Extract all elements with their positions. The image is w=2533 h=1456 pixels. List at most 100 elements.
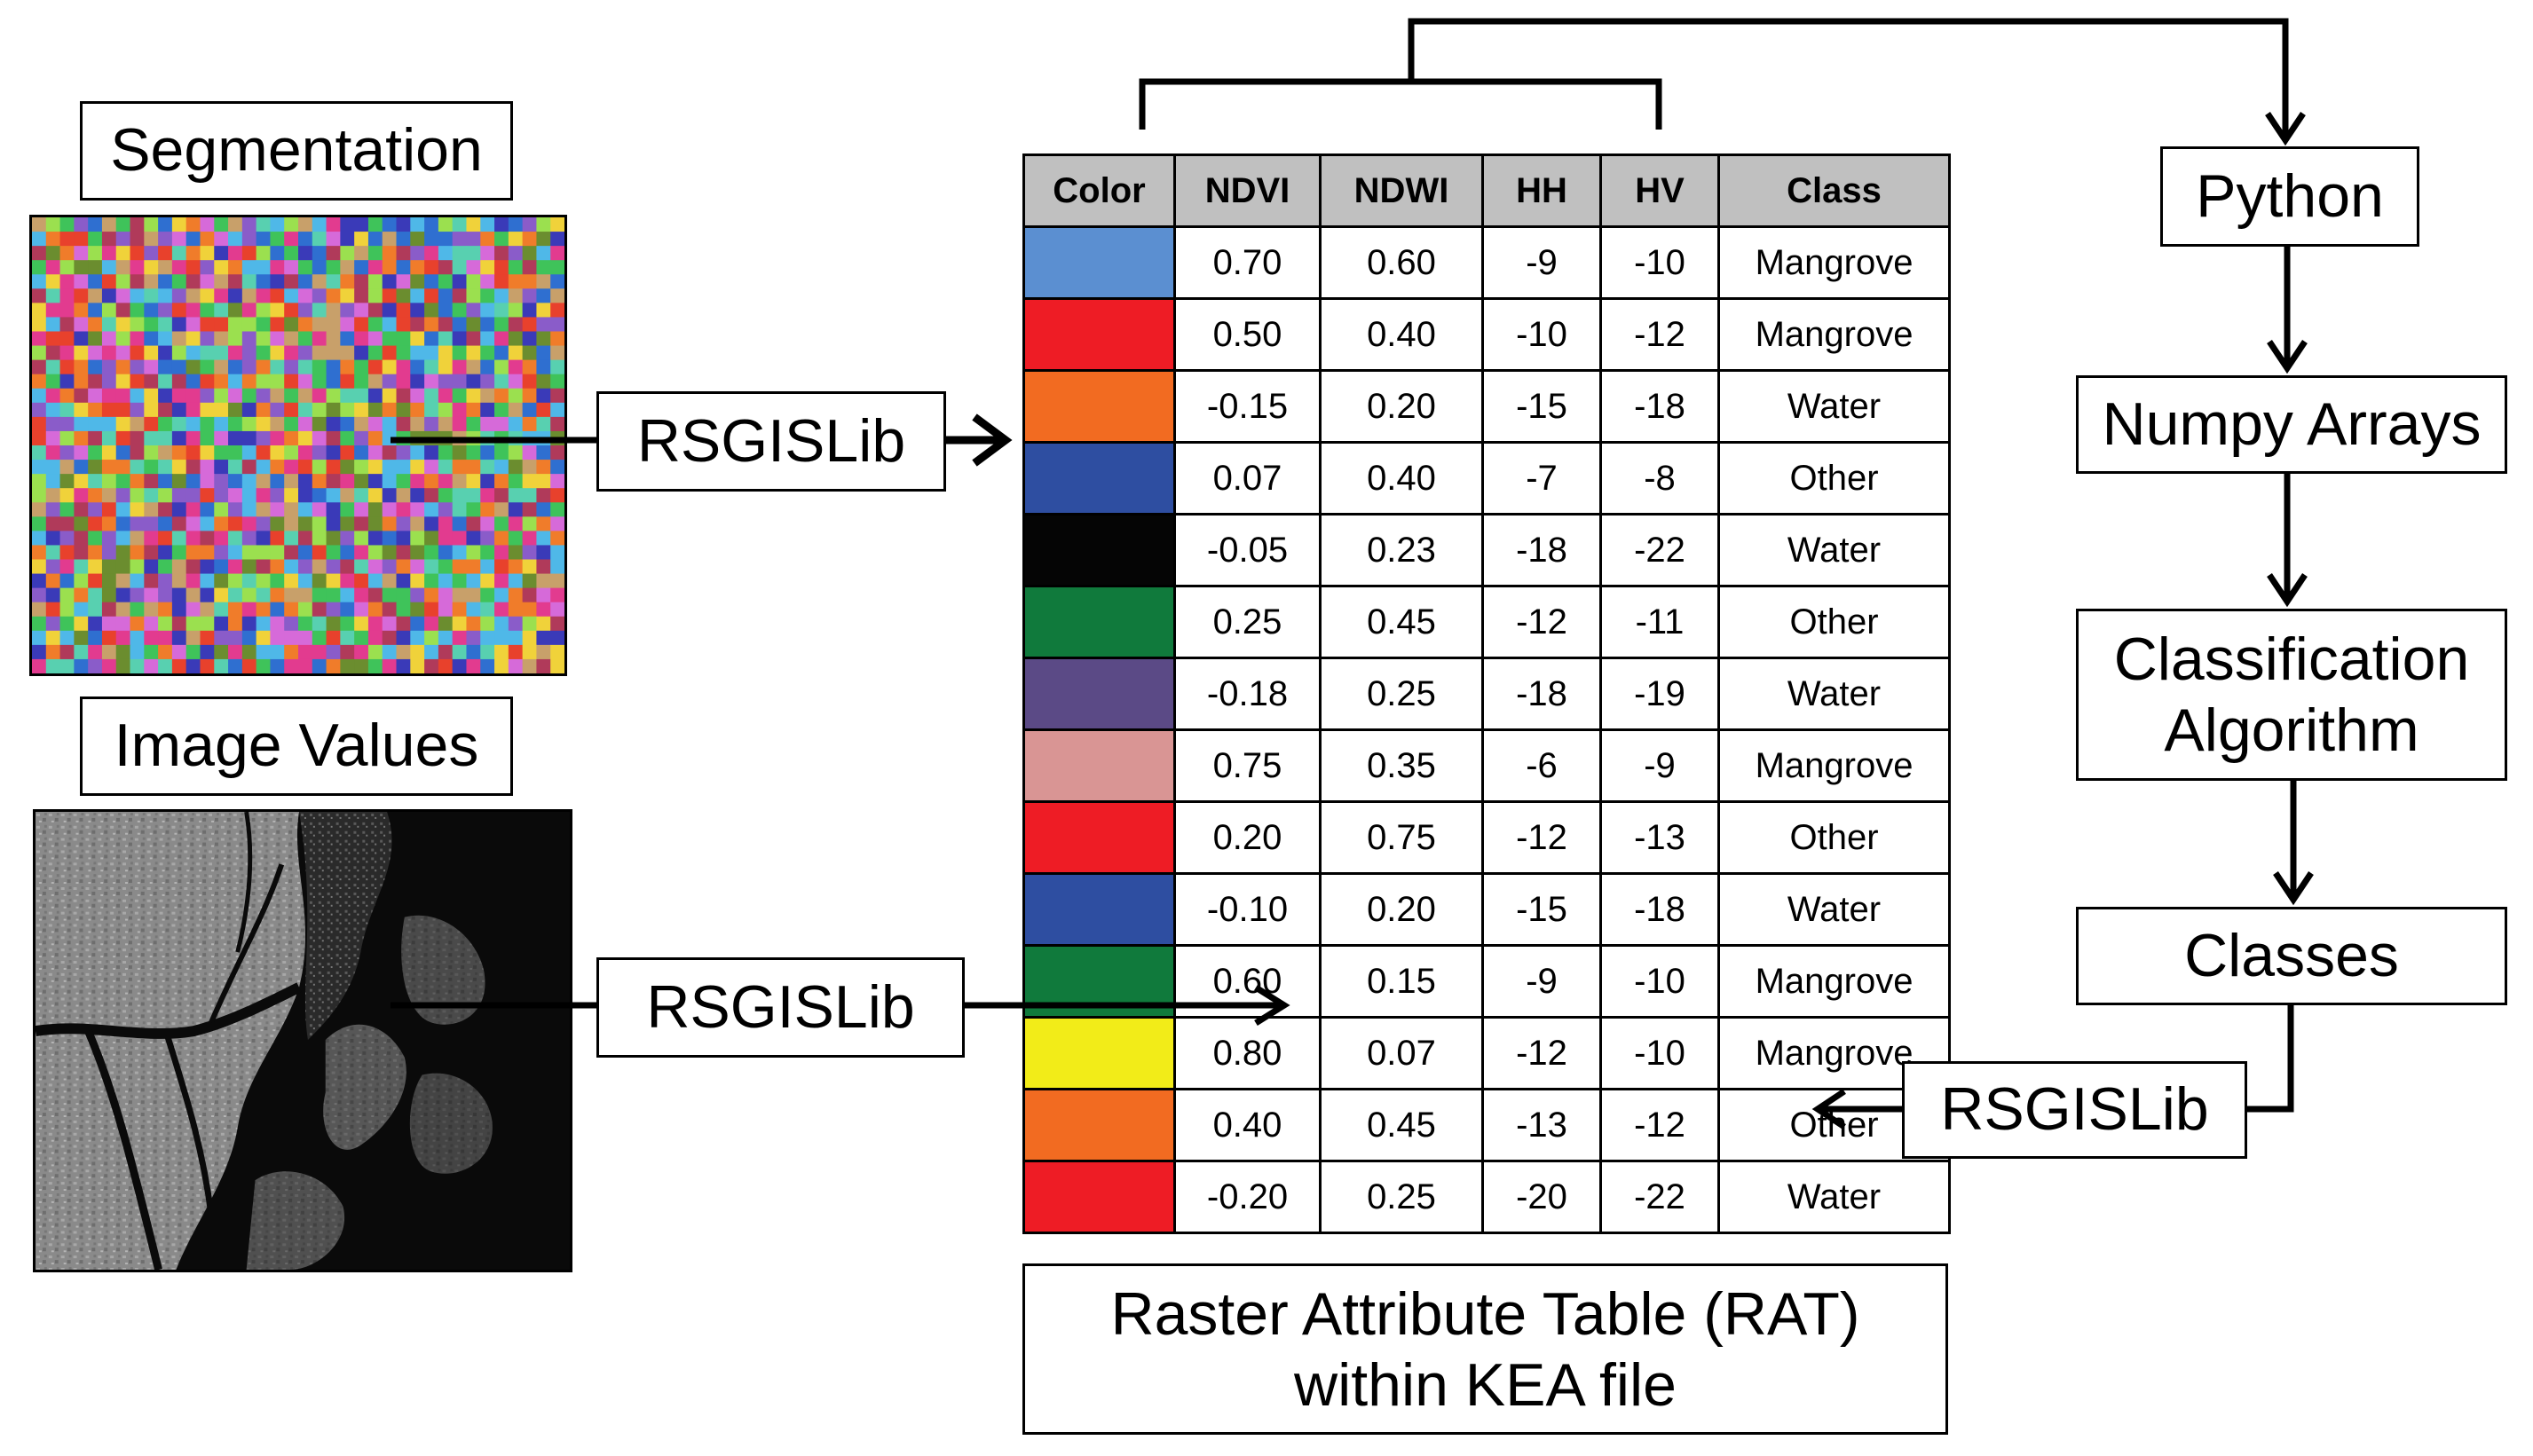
rsgislib-top-box: RSGISLib [596,391,946,492]
hv-cell: -18 [1599,872,1720,947]
hv-cell: -10 [1599,944,1720,1019]
table-bracket [1139,78,1662,130]
ndvi-cell: -0.10 [1173,872,1322,947]
ndvi-cell: 0.40 [1173,1088,1322,1162]
hv-cell: -9 [1599,728,1720,803]
hh-cell: -20 [1481,1160,1602,1234]
ndvi-cell: -0.15 [1173,369,1322,444]
color-swatch [1022,944,1176,1019]
color-swatch [1022,297,1176,372]
class-cell: Water [1717,872,1951,947]
hv-cell: -12 [1599,1088,1720,1162]
hh-cell: -9 [1481,225,1602,300]
ndwi-cell: 0.23 [1319,513,1484,587]
header-hh: HH [1481,153,1602,228]
ndwi-cell: 0.40 [1319,297,1484,372]
raster-attribute-table: Color NDVI NDWI HH HV Class 0.70 0.60 -9 -1… [1022,153,1951,1234]
table-row: 0.07 0.40 -7 -8 Other [1022,441,1951,516]
ndwi-cell: 0.25 [1319,657,1484,731]
ndwi-cell: 0.07 [1319,1016,1484,1090]
hv-cell: -19 [1599,657,1720,731]
class-cell: Mangrove [1717,1016,1951,1090]
table-row: 0.20 0.75 -12 -13 Other [1022,800,1951,875]
table-row: 0.80 0.07 -12 -10 Mangrove [1022,1016,1951,1090]
class-cell: Water [1717,657,1951,731]
hh-cell: -9 [1481,944,1602,1019]
table-row: -0.05 0.23 -18 -22 Water [1022,513,1951,587]
ndvi-cell: 0.25 [1173,585,1322,659]
class-cell: Mangrove [1717,944,1951,1019]
table-row: -0.10 0.20 -15 -18 Water [1022,872,1951,947]
color-swatch [1022,1160,1176,1234]
segmentation-image [29,215,567,676]
color-swatch [1022,369,1176,444]
segmentation-label-text: Segmentation [110,116,483,185]
table-row: 0.75 0.35 -6 -9 Mangrove [1022,728,1951,803]
ndvi-cell: 0.80 [1173,1016,1322,1090]
header-ndwi: NDWI [1319,153,1484,228]
ndwi-cell: 0.75 [1319,800,1484,875]
table-row: -0.15 0.20 -15 -18 Water [1022,369,1951,444]
color-swatch [1022,1016,1176,1090]
table-header-row: Color NDVI NDWI HH HV Class [1022,153,1951,228]
header-class: Class [1717,153,1951,228]
ndwi-cell: 0.45 [1319,585,1484,659]
classification-line1: Classification [2113,626,2470,693]
header-ndvi: NDVI [1173,153,1322,228]
hh-cell: -18 [1481,657,1602,731]
satellite-image [36,812,570,1270]
color-swatch [1022,585,1176,659]
ndwi-cell: 0.35 [1319,728,1484,803]
hh-cell: -12 [1481,1016,1602,1090]
color-swatch [1022,1088,1176,1162]
color-swatch [1022,441,1176,516]
ndwi-cell: 0.15 [1319,944,1484,1019]
table-row: 0.70 0.60 -9 -10 Mangrove [1022,225,1951,300]
ndvi-cell: 0.70 [1173,225,1322,300]
classes-box: Classes [2076,907,2507,1005]
class-cell: Water [1717,369,1951,444]
ndvi-cell: -0.18 [1173,657,1322,731]
ndwi-cell: 0.60 [1319,225,1484,300]
bracket-to-python-arrow [1408,18,2289,140]
ndwi-cell: 0.20 [1319,369,1484,444]
color-swatch [1022,872,1176,947]
class-cell: Mangrove [1717,225,1951,300]
class-cell: Water [1717,1160,1951,1234]
ndvi-cell: 0.75 [1173,728,1322,803]
ndwi-cell: 0.45 [1319,1088,1484,1162]
hh-cell: -12 [1481,585,1602,659]
image-values-image [33,809,572,1272]
segmentation-mosaic [32,217,564,673]
ndwi-cell: 0.20 [1319,872,1484,947]
hh-cell: -12 [1481,800,1602,875]
header-color: Color [1022,153,1176,228]
hv-cell: -10 [1599,225,1720,300]
color-swatch [1022,728,1176,803]
table-row: 0.25 0.45 -12 -11 Other [1022,585,1951,659]
python-box: Python [2160,146,2419,247]
hv-cell: -18 [1599,369,1720,444]
hh-cell: -7 [1481,441,1602,516]
classes-text: Classes [2184,921,2399,989]
table-row: 0.60 0.15 -9 -10 Mangrove [1022,944,1951,1019]
class-cell: Other [1717,800,1951,875]
hv-cell: -10 [1599,1016,1720,1090]
color-swatch [1022,513,1176,587]
class-cell: Other [1717,441,1951,516]
color-swatch [1022,800,1176,875]
ndvi-cell: 0.07 [1173,441,1322,516]
table-row: -0.18 0.25 -18 -19 Water [1022,657,1951,731]
table-row: 0.50 0.40 -10 -12 Mangrove [1022,297,1951,372]
hv-cell: -12 [1599,297,1720,372]
python-arrowhead [2265,112,2306,146]
classification-line2: Algorithm [2164,697,2419,764]
ndwi-cell: 0.25 [1319,1160,1484,1234]
rsgislib-right-text: RSGISLib [1940,1075,2209,1144]
rat-caption-line2: within KEA file [1294,1350,1677,1419]
segmentation-label: Segmentation [80,101,513,201]
hv-cell: -22 [1599,513,1720,587]
image-values-label-text: Image Values [114,712,479,780]
classification-algorithm-box: Classification Algorithm [2076,609,2507,781]
table-row: -0.20 0.25 -20 -22 Water [1022,1160,1951,1234]
